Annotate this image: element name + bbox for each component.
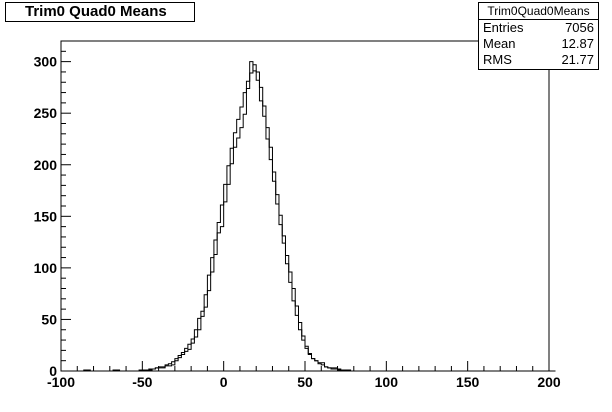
stats-mean-label: Mean [483,36,516,51]
y-tick-label: 0 [49,363,57,379]
y-tick-label: 250 [34,105,58,121]
x-tick-label: -100 [47,374,75,390]
histogram-series-group [61,61,556,372]
x-tick-label: -50 [132,374,152,390]
stats-name: Trim0Quad0Means [479,3,598,20]
x-tick-label: 150 [456,374,480,390]
stats-rms-value: 21.77 [561,52,594,67]
stats-rms-label: RMS [483,52,512,67]
stats-mean-value: 12.87 [561,36,594,51]
histogram-series-1 [61,64,556,372]
x-tick-label: 0 [220,374,228,390]
y-tick-label: 50 [41,311,57,327]
histogram-series-2 [61,61,556,372]
axes-group: -100 -50 0 50 100 150 200 0 50 100 150 200 250 300 [34,40,561,390]
stats-entries-label: Entries [483,20,524,35]
stats-box: Trim0Quad0Means Entries 7056 Mean 12.87 … [478,2,599,70]
stats-row-entries: Entries 7056 [479,20,598,36]
y-tick-label: 300 [34,54,58,70]
y-tick-label: 100 [34,260,58,276]
stats-entries-value: 7056 [565,20,594,35]
stats-row-mean: Mean 12.87 [479,36,598,52]
stats-row-rms: RMS 21.77 [479,52,598,68]
x-tick-label: 50 [297,374,313,390]
histogram-title: Trim0 Quad0 Means [5,2,195,22]
plot-frame [60,40,550,372]
x-tick-label: 200 [537,374,561,390]
y-tick-label: 150 [34,208,58,224]
x-tick-label: 100 [375,374,399,390]
y-tick-label: 200 [34,157,58,173]
